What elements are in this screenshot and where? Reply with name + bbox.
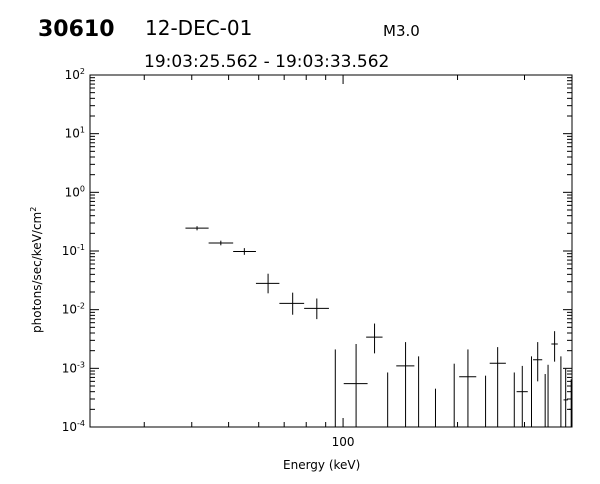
y-tick-label: 101 bbox=[65, 126, 85, 141]
y-tick-label: 100 bbox=[65, 184, 85, 199]
data-point-with-error-bars bbox=[489, 347, 506, 427]
data-point-with-error-bars bbox=[551, 331, 558, 362]
event-id: 30610 bbox=[38, 17, 115, 42]
y-tick-label: 10-4 bbox=[62, 419, 85, 434]
y-axis-label: photons/sec/keV/cm2 bbox=[29, 207, 44, 333]
y-tick-label: 102 bbox=[65, 67, 85, 82]
data-point-with-error-bars bbox=[396, 342, 415, 427]
data-point-with-error-bars bbox=[304, 298, 329, 320]
data-point-with-error-bars bbox=[255, 273, 280, 294]
data-points bbox=[185, 226, 572, 427]
data-point-with-error-bars bbox=[366, 323, 383, 354]
y-tick-label: 10-1 bbox=[62, 243, 85, 258]
flare-class: M3.0 bbox=[383, 22, 420, 40]
data-point-with-error-bars bbox=[569, 379, 572, 427]
data-point-with-error-bars bbox=[208, 240, 234, 246]
data-point-with-error-bars bbox=[516, 365, 528, 427]
tick-labels: 10-4 10-3 10-2 10-1 100 101 102 100 bbox=[62, 67, 355, 449]
x-tick-label: 100 bbox=[332, 435, 355, 449]
data-point-with-error-bars bbox=[533, 342, 543, 382]
data-point-with-error-bars bbox=[459, 349, 477, 427]
axis-ticks bbox=[90, 74, 573, 428]
data-point-with-error-bars bbox=[343, 343, 368, 427]
y-tick-label: 10-3 bbox=[62, 360, 85, 375]
data-point-with-error-bars bbox=[185, 226, 209, 231]
data-point-with-error-bars bbox=[279, 292, 305, 315]
event-date: 12-DEC-01 bbox=[145, 16, 252, 40]
data-point-with-error-bars bbox=[233, 248, 256, 255]
x-axis-label: Energy (keV) bbox=[283, 458, 360, 472]
plot-frame bbox=[89, 74, 573, 428]
time-range: 19:03:25.562 - 19:03:33.562 bbox=[144, 52, 389, 72]
data-point-with-error-bars bbox=[563, 368, 568, 427]
y-tick-label: 10-2 bbox=[62, 302, 85, 317]
